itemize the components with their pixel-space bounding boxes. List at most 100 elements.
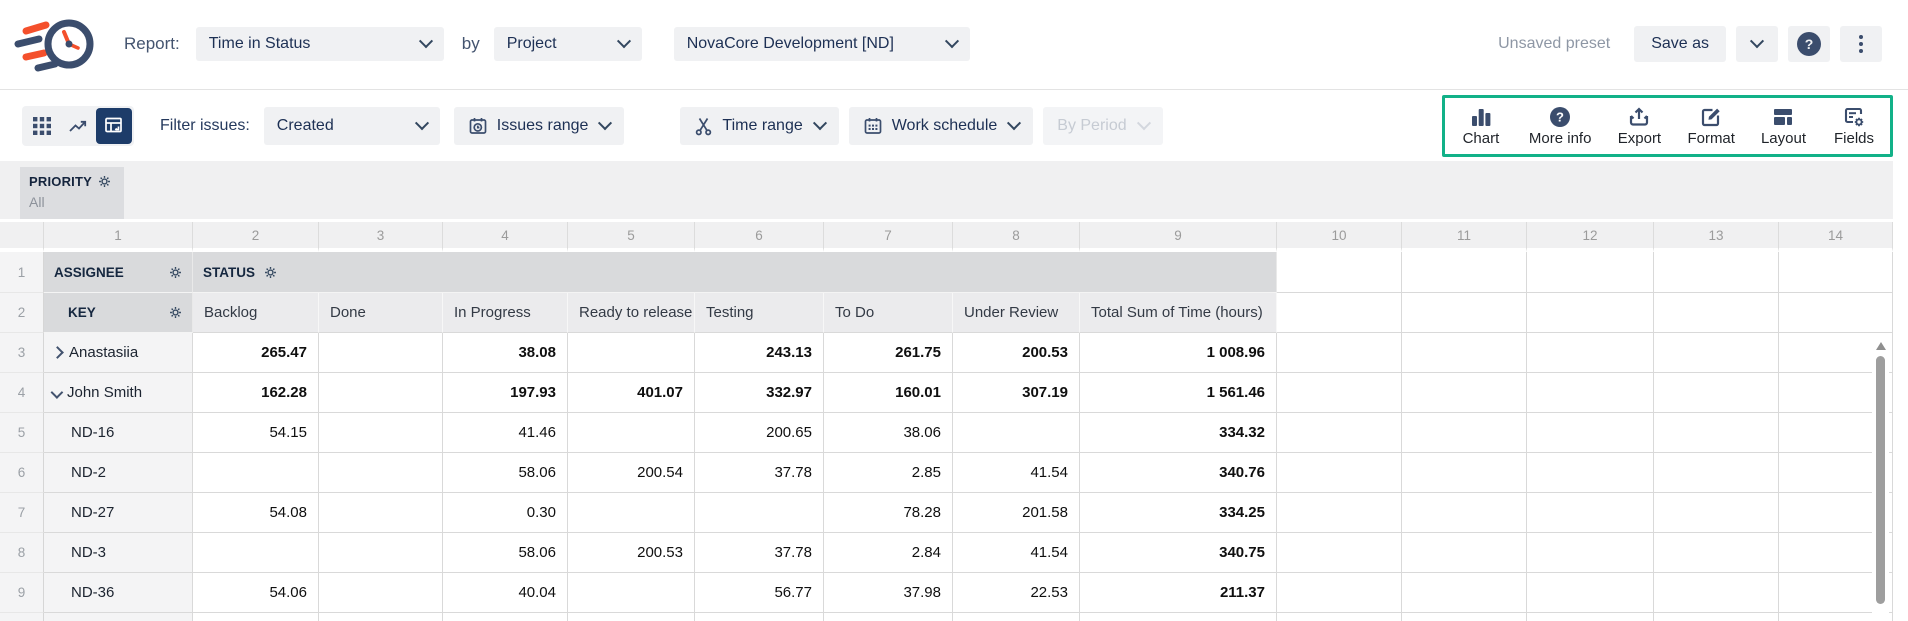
format-button[interactable]: Format <box>1687 105 1735 147</box>
time-value-cell[interactable]: 58.06 <box>443 533 568 573</box>
status-column-header-7[interactable]: Under Review <box>953 293 1080 333</box>
more-options-button[interactable] <box>1840 26 1882 62</box>
time-value-cell[interactable]: 41.54 <box>953 533 1080 573</box>
time-value-cell[interactable] <box>953 413 1080 453</box>
work-schedule-button[interactable]: Work schedule <box>848 106 1034 145</box>
time-value-cell[interactable] <box>568 333 695 373</box>
time-value-cell[interactable]: 200.53 <box>953 333 1080 373</box>
filter-issues-select[interactable]: Created <box>263 106 440 145</box>
total-value-cell[interactable]: 334.32 <box>1080 413 1277 453</box>
time-value-cell[interactable]: 2.84 <box>824 533 953 573</box>
time-value-cell[interactable]: 0.30 <box>443 493 568 533</box>
issue-key-cell[interactable]: ND-3 <box>44 533 193 573</box>
pivot-view-button[interactable] <box>96 107 132 144</box>
group-by-select[interactable]: Project <box>493 27 642 61</box>
issue-key-cell[interactable]: ND-2 <box>44 453 193 493</box>
time-value-cell[interactable] <box>319 373 443 413</box>
status-column-header-1[interactable]: Backlog <box>193 293 319 333</box>
status-column-header-3[interactable]: In Progress <box>443 293 568 333</box>
time-value-cell[interactable] <box>193 533 319 573</box>
time-value-cell[interactable] <box>319 333 443 373</box>
assignee-group-cell[interactable]: John Smith <box>44 373 193 413</box>
status-column-header-4[interactable]: Ready to release <box>568 293 695 333</box>
time-value-cell[interactable]: 261.75 <box>824 333 953 373</box>
time-value-cell[interactable]: 54.15 <box>193 413 319 453</box>
time-value-cell[interactable] <box>568 573 695 613</box>
time-value-cell[interactable]: 2.85 <box>824 453 953 493</box>
issues-range-button[interactable]: Issues range <box>453 106 625 145</box>
time-value-cell[interactable] <box>319 453 443 493</box>
time-value-cell[interactable]: 22.53 <box>953 573 1080 613</box>
time-value-cell[interactable] <box>319 573 443 613</box>
total-value-cell[interactable]: 211.37 <box>1080 573 1277 613</box>
time-value-cell[interactable]: 37.78 <box>695 453 824 493</box>
time-value-cell[interactable]: 41.46 <box>443 413 568 453</box>
total-value-cell[interactable]: 334.25 <box>1080 493 1277 533</box>
key-header-cell[interactable]: KEY <box>44 293 193 333</box>
scrollbar-thumb[interactable] <box>1876 356 1885 604</box>
time-value-cell[interactable]: 265.47 <box>193 333 319 373</box>
layout-button[interactable]: Layout <box>1761 105 1806 147</box>
time-value-cell[interactable] <box>695 493 824 533</box>
collapse-chevron-down-icon[interactable] <box>50 386 64 399</box>
scroll-up-icon[interactable] <box>1875 342 1886 350</box>
time-value-cell[interactable]: 307.19 <box>953 373 1080 413</box>
time-value-cell[interactable]: 58.06 <box>443 453 568 493</box>
time-value-cell[interactable]: 200.65 <box>695 413 824 453</box>
status-column-header-8[interactable]: Total Sum of Time (hours) <box>1080 293 1277 333</box>
time-value-cell[interactable]: 160.01 <box>824 373 953 413</box>
time-value-cell[interactable]: 41.54 <box>953 453 1080 493</box>
total-value-cell[interactable]: 1 561.46 <box>1080 373 1277 413</box>
time-value-cell[interactable]: 243.13 <box>695 333 824 373</box>
time-value-cell[interactable] <box>319 413 443 453</box>
priority-filter-chip[interactable]: PRIORITY All <box>20 167 124 219</box>
save-as-button[interactable]: Save as <box>1634 26 1726 62</box>
time-value-cell[interactable]: 200.53 <box>568 533 695 573</box>
time-value-cell[interactable]: 54.06 <box>193 573 319 613</box>
time-value-cell[interactable]: 56.77 <box>695 573 824 613</box>
time-value-cell[interactable]: 200.54 <box>568 453 695 493</box>
status-header-cell[interactable]: STATUS <box>193 252 1277 293</box>
report-type-select[interactable]: Time in Status <box>195 27 444 61</box>
total-value-cell[interactable]: 1 008.96 <box>1080 333 1277 373</box>
time-value-cell[interactable]: 162.28 <box>193 373 319 413</box>
export-button[interactable]: Export <box>1617 105 1661 147</box>
time-value-cell[interactable] <box>568 493 695 533</box>
assignee-header-cell[interactable]: ASSIGNEE <box>44 252 193 293</box>
help-button[interactable]: ? <box>1788 26 1830 62</box>
issue-key-cell[interactable]: ND-36 <box>44 573 193 613</box>
time-value-cell[interactable]: 54.08 <box>193 493 319 533</box>
status-column-header-6[interactable]: To Do <box>824 293 953 333</box>
time-value-cell[interactable] <box>319 493 443 533</box>
chart-button[interactable]: Chart <box>1459 105 1503 147</box>
more-info-button[interactable]: ? More info <box>1529 105 1591 147</box>
time-value-cell[interactable]: 40.04 <box>443 573 568 613</box>
grid-view-button[interactable] <box>24 108 60 144</box>
time-value-cell[interactable]: 37.78 <box>695 533 824 573</box>
time-value-cell[interactable]: 37.98 <box>824 573 953 613</box>
expand-chevron-right-icon[interactable] <box>51 346 64 359</box>
time-value-cell[interactable] <box>319 533 443 573</box>
time-value-cell[interactable] <box>193 453 319 493</box>
fields-button[interactable]: Fields <box>1832 105 1876 147</box>
status-column-header-5[interactable]: Testing <box>695 293 824 333</box>
time-value-cell[interactable]: 38.06 <box>824 413 953 453</box>
time-value-cell[interactable]: 201.58 <box>953 493 1080 533</box>
time-value-cell[interactable] <box>568 413 695 453</box>
status-column-header-2[interactable]: Done <box>319 293 443 333</box>
time-value-cell[interactable]: 332.97 <box>695 373 824 413</box>
assignee-group-cell[interactable]: Anastasiia <box>44 333 193 373</box>
time-value-cell[interactable]: 401.07 <box>568 373 695 413</box>
time-range-button[interactable]: Time range <box>680 106 839 145</box>
issue-key-cell[interactable]: ND-27 <box>44 493 193 533</box>
project-select[interactable]: NovaCore Development [ND] <box>673 27 970 61</box>
total-value-cell[interactable]: 340.76 <box>1080 453 1277 493</box>
total-value-cell[interactable]: 340.75 <box>1080 533 1277 573</box>
time-value-cell[interactable]: 78.28 <box>824 493 953 533</box>
issue-key-cell[interactable]: ND-16 <box>44 413 193 453</box>
time-value-cell[interactable]: 38.08 <box>443 333 568 373</box>
vertical-scrollbar[interactable] <box>1872 337 1889 621</box>
save-as-menu-button[interactable] <box>1736 26 1778 62</box>
time-value-cell[interactable]: 197.93 <box>443 373 568 413</box>
chart-view-button[interactable] <box>60 108 96 144</box>
